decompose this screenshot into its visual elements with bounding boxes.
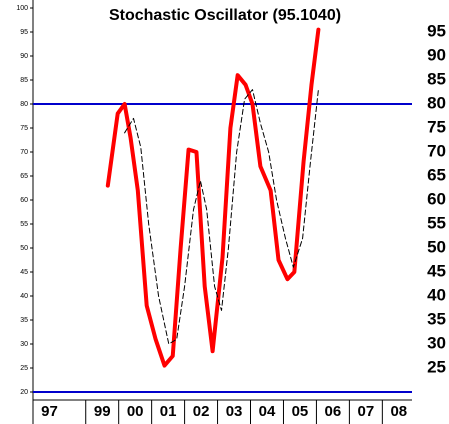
y-tick-label: 25 bbox=[20, 365, 28, 372]
y-tick-label: 70 bbox=[20, 149, 28, 156]
y2-tick-label: 50 bbox=[427, 237, 446, 256]
y2-tick-label: 25 bbox=[427, 357, 446, 376]
y2-tick-label: 35 bbox=[427, 309, 446, 328]
y2-tick-label: 75 bbox=[427, 117, 446, 136]
y2-tick-label: 55 bbox=[427, 213, 446, 232]
y-tick-label: 100 bbox=[16, 5, 28, 12]
y-tick-label: 95 bbox=[20, 29, 28, 36]
x-tick-label: 04 bbox=[259, 403, 276, 420]
x-tick-label: 00 bbox=[127, 403, 144, 420]
y2-tick-label: 40 bbox=[427, 285, 446, 304]
y-tick-label: 60 bbox=[20, 197, 28, 204]
y-tick-label: 40 bbox=[20, 293, 28, 300]
y-tick-label: 45 bbox=[20, 269, 28, 276]
y-tick-label: 65 bbox=[20, 173, 28, 180]
x-tick-label: 08 bbox=[390, 403, 407, 420]
y-tick-label: 30 bbox=[20, 341, 28, 348]
y2-tick-label: 80 bbox=[427, 93, 446, 112]
x-tick-label: 05 bbox=[292, 403, 309, 420]
series-line bbox=[105, 27, 321, 368]
x-tick-label: 97 bbox=[41, 403, 58, 420]
y2-tick-label: 70 bbox=[427, 141, 446, 160]
x-tick-label: 99 bbox=[94, 403, 111, 420]
x-tick-label: 03 bbox=[226, 403, 243, 420]
x-tick-label: 01 bbox=[160, 403, 177, 420]
y-tick-label: 90 bbox=[20, 53, 28, 60]
y2-tick-label: 60 bbox=[427, 189, 446, 208]
y2-tick-label: 95 bbox=[427, 21, 446, 40]
y2-tick-label: 45 bbox=[427, 261, 446, 280]
y2-tick-label: 30 bbox=[427, 333, 446, 352]
y2-tick-label: 85 bbox=[427, 69, 446, 88]
series-line bbox=[124, 89, 319, 345]
y-tick-label: 75 bbox=[20, 125, 28, 132]
y-tick-label: 35 bbox=[20, 317, 28, 324]
y-tick-label: 55 bbox=[20, 221, 28, 228]
x-tick-label: 02 bbox=[193, 403, 210, 420]
y2-tick-label: 90 bbox=[427, 45, 446, 64]
x-tick-label: 07 bbox=[358, 403, 375, 420]
y-tick-label: 50 bbox=[20, 245, 28, 252]
y-tick-label: 85 bbox=[20, 77, 28, 84]
chart-title: Stochastic Oscillator (95.1040) bbox=[109, 7, 341, 24]
x-tick-label: 06 bbox=[325, 403, 342, 420]
y-tick-label: 20 bbox=[20, 389, 28, 396]
y-tick-label: 80 bbox=[20, 101, 28, 108]
y2-tick-label: 65 bbox=[427, 165, 446, 184]
